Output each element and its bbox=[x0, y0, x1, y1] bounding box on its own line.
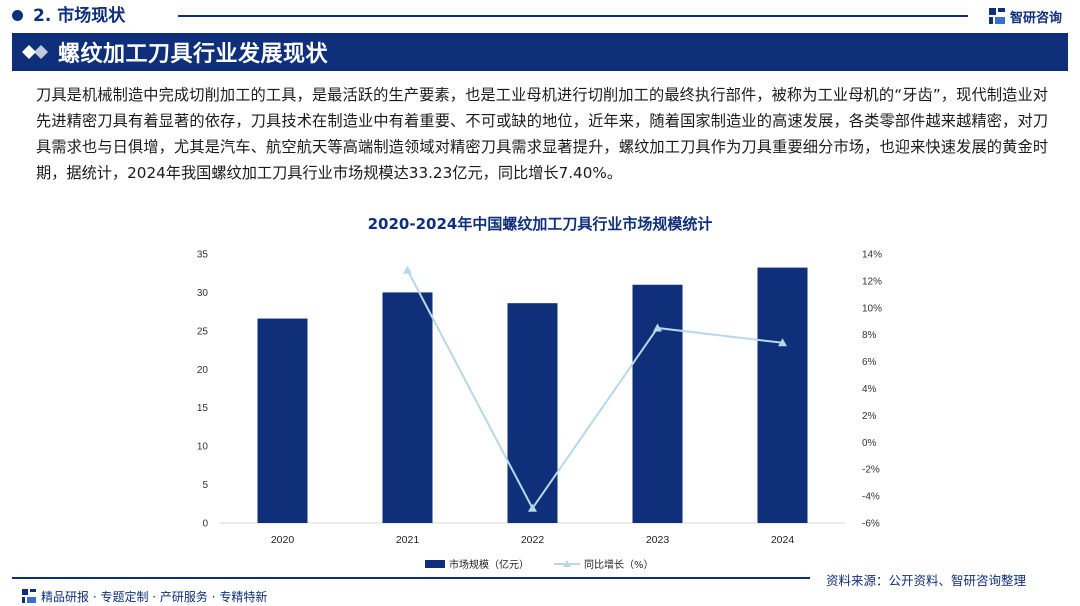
y-left-tick-label: 30 bbox=[197, 288, 209, 299]
market-size-chart: 0 5 10 15 20 25 30 35 -6% -4% -2% 0% 2% 4% 6% 8% 10% 12%… bbox=[197, 250, 882, 572]
intro-paragraph: 刀具是机械制造中完成切削加工的工具，是最活跃的生产要素，也是工业母机进行切削加工… bbox=[36, 86, 1048, 182]
legend-bar-label: 市场规模（亿元） bbox=[449, 558, 529, 571]
header-divider bbox=[178, 15, 968, 17]
bar-2020 bbox=[257, 318, 308, 523]
x-tick-label: 2023 bbox=[646, 534, 670, 546]
growth-point-2024 bbox=[778, 338, 787, 347]
y-right-tick-label: 0% bbox=[862, 438, 877, 449]
y-right-tick-label: 14% bbox=[862, 250, 882, 261]
source-note: 资料来源：公开资料、智研咨询整理 bbox=[826, 573, 1027, 588]
y-left-tick-label: 0 bbox=[202, 519, 208, 530]
top-bar: 2. 市场现状 智研咨询 bbox=[0, 0, 1080, 32]
growth-point-2023 bbox=[653, 323, 662, 332]
footer-logo-icon bbox=[22, 589, 36, 603]
title-banner: 螺纹加工刀具行业发展现状 bbox=[12, 33, 1068, 71]
brand-logo-text: 智研咨询 bbox=[1010, 10, 1063, 26]
footer-text: 精品研报 · 专题定制 · 产研服务 · 专精特新 bbox=[41, 589, 268, 604]
y-right-tick-label: 10% bbox=[862, 303, 882, 314]
x-tick-label: 2021 bbox=[396, 534, 420, 546]
x-tick-label: 2022 bbox=[521, 534, 545, 546]
brand-logo: 智研咨询 bbox=[988, 6, 1062, 26]
growth-line bbox=[406, 269, 783, 511]
y-left-tick-label: 35 bbox=[197, 250, 209, 261]
chart-title: 2020-2024年中国螺纹加工刀具行业市场规模统计 bbox=[367, 215, 713, 233]
legend-line-label: 同比增长（%） bbox=[584, 558, 654, 571]
y-right-tick-label: 8% bbox=[862, 330, 877, 341]
y-right-tick-label: 12% bbox=[862, 276, 882, 287]
y-right-tick-label: -6% bbox=[862, 519, 880, 530]
footer-divider bbox=[12, 577, 810, 579]
bar-2021 bbox=[382, 292, 433, 523]
y-left-tick-label: 5 bbox=[202, 480, 208, 491]
x-tick-label: 2024 bbox=[771, 534, 795, 546]
y-left-tick-label: 25 bbox=[197, 326, 209, 337]
x-tick-label: 2020 bbox=[271, 534, 295, 546]
section-heading: 2. 市场现状 bbox=[33, 6, 126, 26]
growth-point-2022 bbox=[528, 503, 537, 512]
y-right-tick-label: -4% bbox=[862, 492, 880, 503]
y-left-tick-label: 10 bbox=[197, 442, 209, 453]
banner-title: 螺纹加工刀具行业发展现状 bbox=[58, 42, 329, 67]
y-right-tick-label: 6% bbox=[862, 357, 877, 368]
diamond-arrows-icon bbox=[22, 45, 48, 59]
legend-line-marker bbox=[563, 560, 571, 567]
y-right-tick-label: 4% bbox=[862, 384, 877, 395]
legend-bar-swatch bbox=[425, 560, 445, 568]
y-right-tick-label: -2% bbox=[862, 465, 880, 476]
bar-2023 bbox=[632, 284, 683, 523]
bullet-dot-icon bbox=[12, 10, 23, 21]
brand-logo-icon bbox=[989, 8, 1005, 24]
footer-tagline: 精品研报 · 专题定制 · 产研服务 · 专精特新 bbox=[22, 587, 267, 605]
growth-point-2021 bbox=[403, 265, 412, 274]
y-left-tick-label: 20 bbox=[197, 365, 209, 376]
bar-2024 bbox=[757, 267, 808, 523]
y-left-tick-label: 15 bbox=[197, 403, 209, 414]
y-right-tick-label: 2% bbox=[862, 411, 877, 422]
bar-2022 bbox=[507, 303, 558, 523]
